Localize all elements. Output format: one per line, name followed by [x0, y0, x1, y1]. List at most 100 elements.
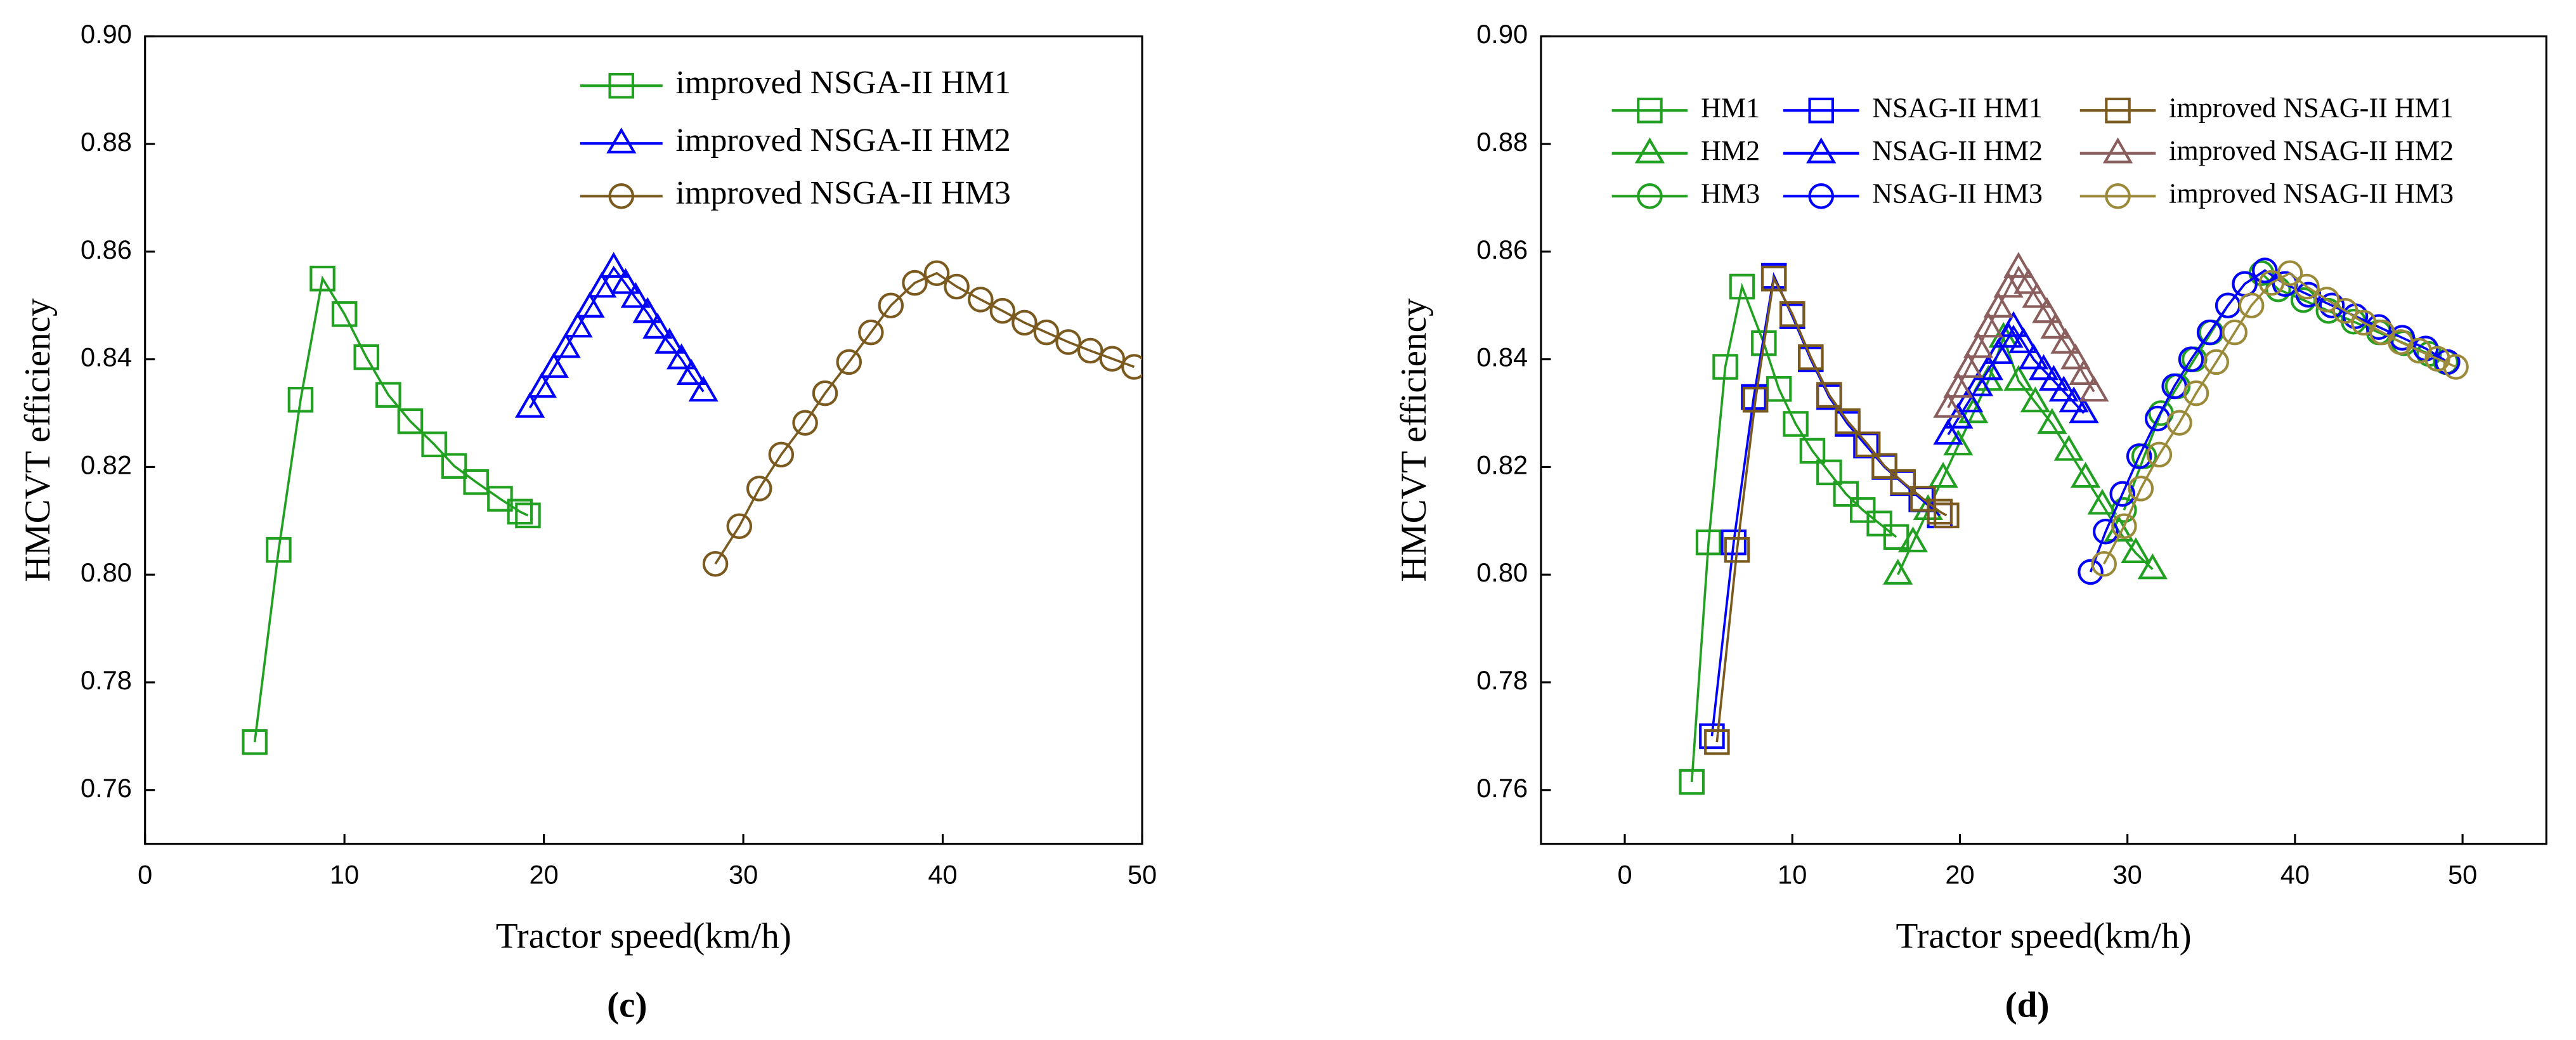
marker	[1963, 332, 1994, 358]
marker	[1808, 97, 1834, 124]
marker	[1933, 391, 1963, 418]
marker	[2078, 559, 2104, 585]
marker	[514, 391, 545, 418]
x-axis-label: Tractor speed(km/h)	[496, 916, 791, 956]
marker	[2003, 252, 2034, 278]
legend-label: improved NSAG-II HM2	[2169, 135, 2454, 166]
marker	[1077, 337, 1103, 364]
marker	[1699, 723, 1725, 750]
y-tick-label: 0.90	[1476, 19, 1528, 49]
marker	[1953, 352, 1984, 378]
marker	[2048, 375, 2079, 402]
series-line	[714, 271, 1135, 565]
marker	[2071, 462, 2101, 488]
marker	[1883, 559, 1913, 585]
marker	[1012, 309, 1038, 336]
marker	[2102, 137, 2133, 164]
marker	[397, 408, 424, 434]
marker	[1695, 529, 1722, 556]
marker	[2221, 319, 2248, 346]
marker	[1849, 497, 1876, 523]
marker	[2166, 410, 2192, 436]
marker	[2178, 346, 2204, 372]
marker	[2109, 481, 2136, 507]
marker	[1983, 292, 2013, 318]
marker	[1637, 97, 1663, 124]
marker	[287, 387, 314, 413]
y-tick-label: 0.82	[1476, 450, 1528, 479]
marker	[1721, 529, 1747, 556]
marker	[968, 287, 994, 313]
x-tick-label: 0	[1617, 860, 1632, 890]
marker	[2069, 397, 2099, 424]
marker	[1835, 408, 1861, 434]
marker	[2003, 365, 2034, 391]
marker	[242, 729, 268, 755]
x-tick-label: 10	[330, 860, 359, 890]
marker	[515, 502, 541, 529]
y-tick-label: 0.78	[81, 665, 132, 695]
marker	[1953, 386, 1984, 413]
marker	[1099, 346, 1126, 372]
marker	[507, 498, 533, 525]
marker	[792, 410, 818, 436]
marker	[2093, 519, 2119, 545]
marker	[632, 297, 663, 323]
marker	[836, 349, 862, 375]
plot-frame	[144, 35, 1143, 845]
plot-area	[242, 252, 1143, 755]
y-tick-label: 0.82	[81, 450, 132, 479]
series-line	[253, 275, 529, 743]
marker	[1928, 462, 1958, 488]
marker	[375, 382, 401, 408]
marker	[642, 313, 673, 339]
y-tick-label: 0.90	[81, 19, 132, 49]
marker	[1943, 372, 1974, 398]
marker	[1934, 502, 1960, 529]
marker	[2105, 97, 2131, 124]
y-tick-label: 0.88	[81, 127, 132, 157]
panel-label: (d)	[2005, 985, 2050, 1025]
marker	[487, 486, 513, 512]
marker	[2087, 488, 2117, 515]
marker	[1634, 137, 1665, 164]
legend-label: improved NSAG-II HM1	[2169, 92, 2454, 123]
marker	[550, 332, 581, 358]
marker	[2060, 343, 2091, 370]
x-axis-label: Tractor speed(km/h)	[1896, 916, 2191, 956]
series-line	[1715, 275, 1948, 743]
marker	[353, 344, 380, 370]
marker	[702, 550, 729, 577]
marker	[2294, 273, 2320, 300]
y-tick-label: 0.78	[1476, 665, 1528, 695]
marker	[2121, 537, 2151, 563]
marker	[676, 359, 706, 385]
plot-area	[1679, 252, 2469, 795]
x-tick-label: 30	[729, 860, 758, 890]
marker	[1998, 311, 2029, 337]
marker	[902, 270, 928, 296]
marker	[2203, 349, 2229, 375]
y-tick-label: 0.80	[81, 557, 132, 587]
x-tick-label: 40	[928, 860, 957, 890]
marker	[1933, 419, 1963, 445]
marker	[2008, 327, 2039, 353]
marker	[1910, 486, 1936, 512]
marker	[2022, 282, 2052, 308]
marker	[812, 380, 838, 406]
marker	[2040, 313, 2071, 339]
marker	[441, 453, 467, 479]
marker	[1808, 183, 1834, 209]
marker	[608, 72, 635, 99]
marker	[463, 469, 489, 495]
legend-label: improved NSGA-II HM1	[676, 65, 1011, 101]
marker	[2277, 260, 2303, 287]
x-tick-label: 20	[529, 860, 558, 890]
marker	[2111, 497, 2137, 523]
y-tick-label: 0.76	[1476, 773, 1528, 803]
y-tick-label: 0.86	[81, 235, 132, 264]
marker	[2091, 550, 2117, 577]
marker	[610, 268, 641, 294]
marker	[2050, 327, 2081, 354]
marker	[575, 292, 605, 318]
